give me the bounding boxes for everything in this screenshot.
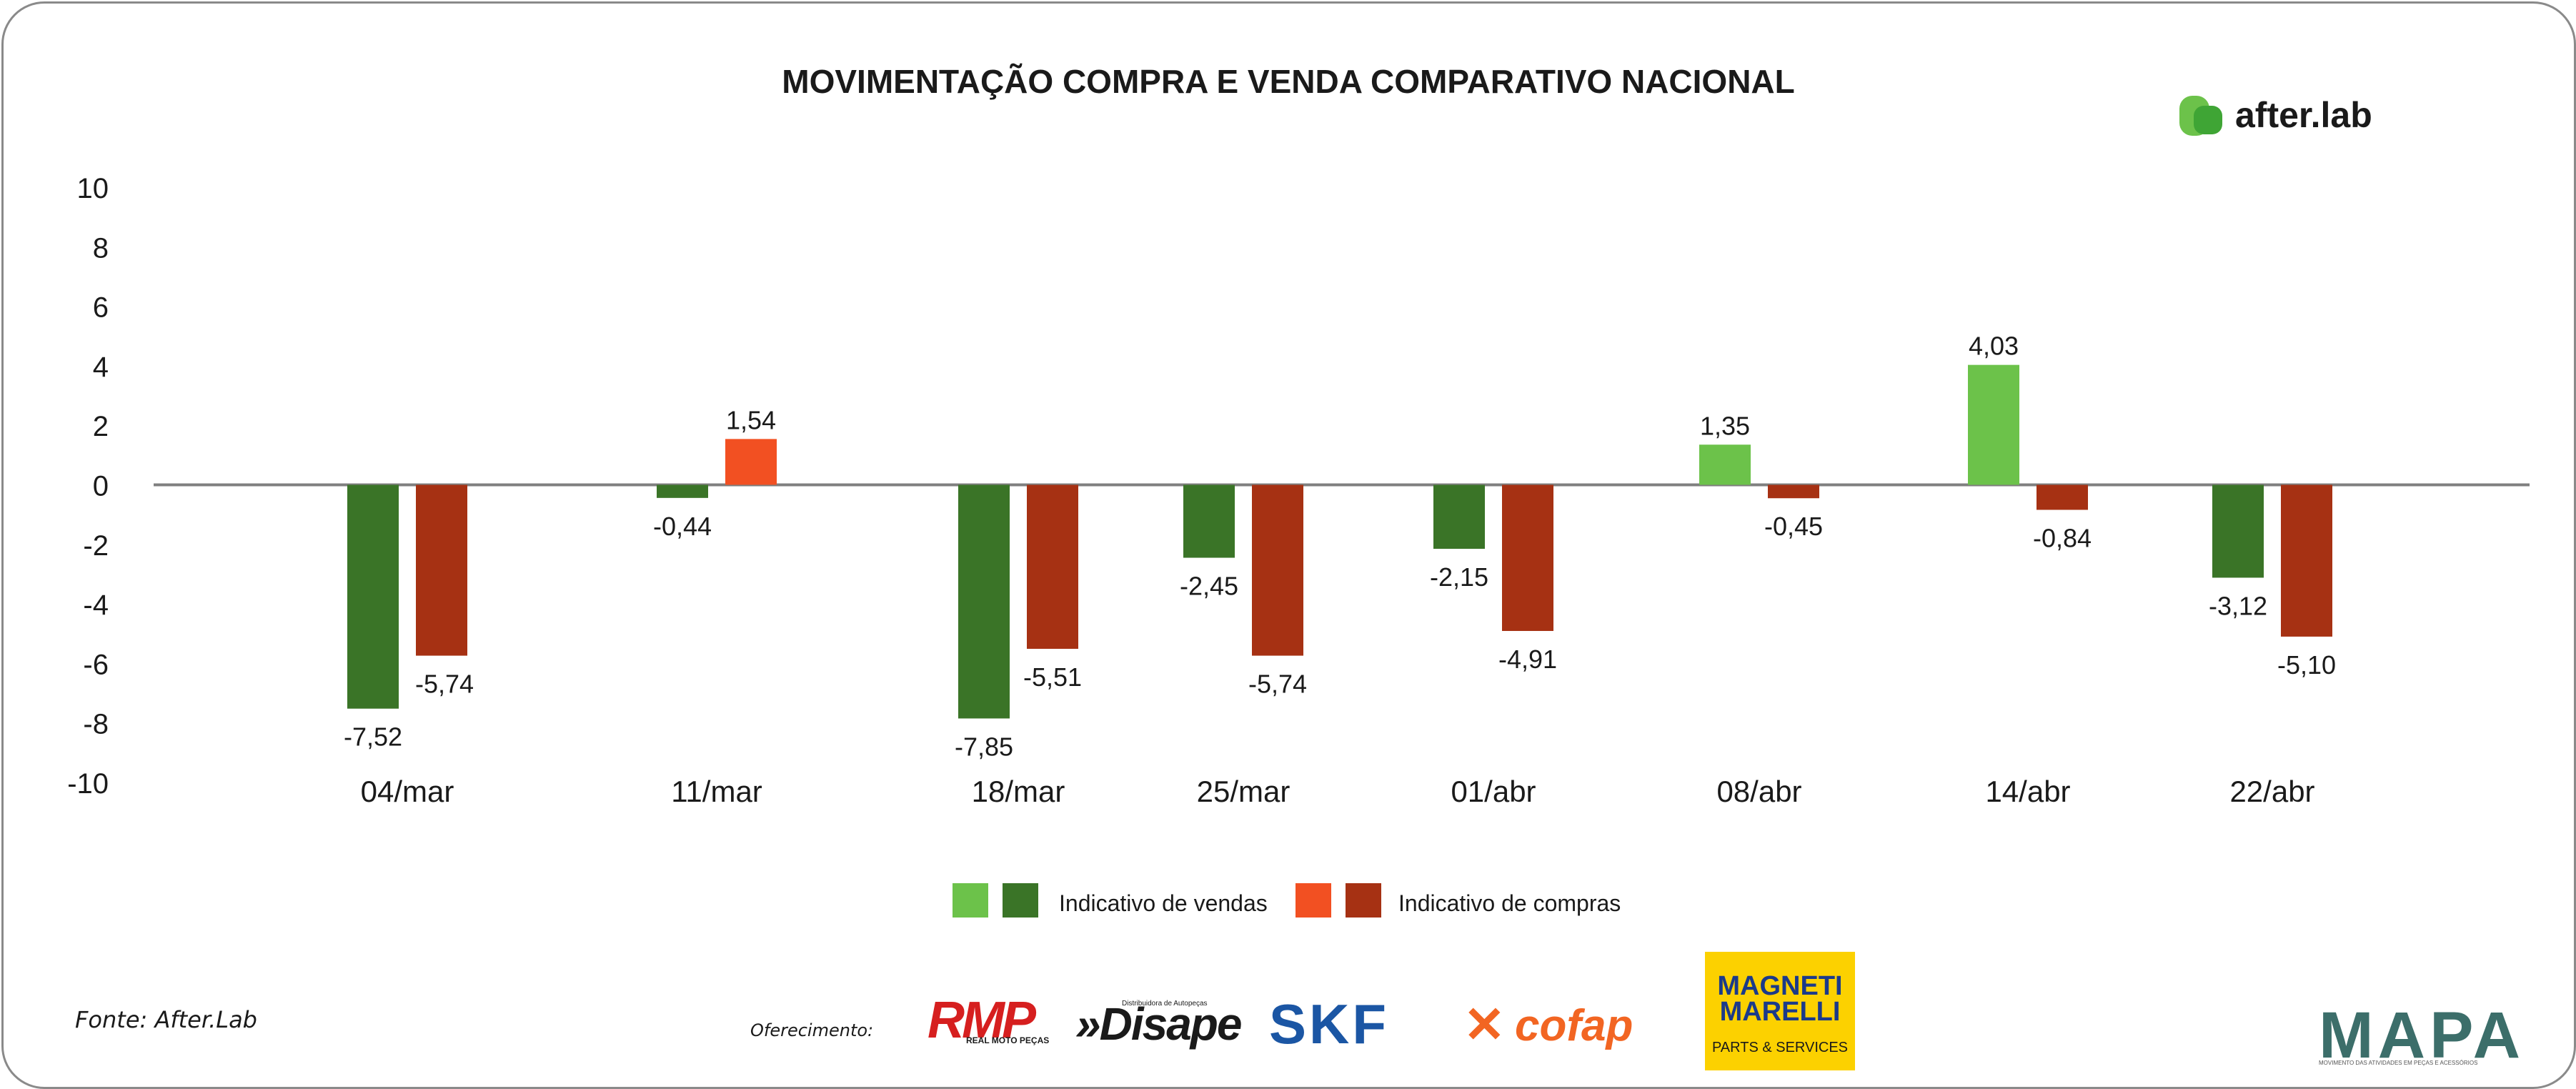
bar-value-label: -5,10 — [2277, 650, 2336, 680]
x-tick-label: 25/mar — [1197, 775, 1291, 808]
bar-labels: -7,52 -5,74 -0,44 1,54 -7,85 -5,51 -2,45 -5,74 -… — [344, 332, 2336, 762]
x-tick-label: 04/mar — [361, 775, 454, 808]
disape-logo: Distribuidora de Autopeças »Disape — [1075, 998, 1243, 1050]
skf-logo: SKF — [1269, 993, 1389, 1055]
bar-vendas-22-abr — [2212, 484, 2264, 578]
y-tick-label: 0 — [93, 471, 109, 502]
bar-value-label: 4,03 — [1969, 332, 2019, 361]
x-tick-label: 14/abr — [1985, 775, 2070, 808]
bar-value-label: -2,15 — [1430, 562, 1488, 592]
y-tick-label: 10 — [77, 173, 109, 204]
svg-text:cofap: cofap — [1515, 1001, 1633, 1050]
bar-vendas-18-mar — [958, 484, 1010, 719]
y-tick-label: 2 — [93, 411, 109, 442]
y-tick-label: -2 — [83, 530, 109, 562]
bar-vendas-08-abr — [1699, 444, 1751, 485]
bar-value-label: -2,45 — [1180, 572, 1238, 601]
y-tick-label: 6 — [93, 292, 109, 324]
bar-value-label: -7,85 — [955, 732, 1013, 761]
bar-vendas-01-abr — [1433, 484, 1485, 550]
svg-text:SKF: SKF — [1269, 993, 1389, 1055]
bar-compras-08-abr — [1768, 484, 1819, 499]
bar-value-label: -7,52 — [344, 722, 402, 752]
bar-value-label: -4,91 — [1498, 645, 1557, 674]
mapa-logo: MAPA MOVIMENTO DAS ATIVIDADES EM PEÇAS E… — [2319, 999, 2525, 1072]
bar-compras-25-mar — [1252, 484, 1303, 656]
svg-text:MARELLI: MARELLI — [1720, 997, 1841, 1027]
x-tick-label: 22/abr — [2229, 775, 2314, 808]
bars — [347, 364, 2332, 719]
y-tick-label: 8 — [93, 232, 109, 264]
x-tick-label: 18/mar — [972, 775, 1065, 808]
bar-compras-01-abr — [1502, 484, 1553, 632]
svg-text:REAL MOTO PEÇAS: REAL MOTO PEÇAS — [966, 1035, 1049, 1045]
x-tick-label: 11/mar — [671, 775, 762, 808]
y-axis: 10 8 6 4 2 0 -2 -4 -6 -8 -10 — [67, 173, 109, 800]
svg-text:Distribuidora de Autopeças: Distribuidora de Autopeças — [1122, 1000, 1208, 1008]
bar-compras-04-mar — [416, 484, 467, 656]
source-note: Fonte: After.Lab — [75, 1006, 257, 1033]
rmp-logo: RMP REAL MOTO PEÇAS — [928, 992, 1049, 1049]
bar-vendas-14-abr — [1968, 364, 2019, 485]
y-tick-label: -10 — [67, 768, 109, 800]
cofap-logo: ✕ cofap — [1463, 997, 1633, 1053]
bar-value-label: -5,74 — [415, 670, 474, 699]
bar-value-label: -5,51 — [1023, 662, 1082, 692]
afterlab-logo-text: after.lab — [2235, 95, 2372, 135]
bar-value-label: -0,45 — [1764, 512, 1823, 541]
svg-text:PARTS & SERVICES: PARTS & SERVICES — [1712, 1040, 1848, 1055]
svg-text:MOVIMENTO DAS ATIVIDADES EM PE: MOVIMENTO DAS ATIVIDADES EM PEÇAS E ACES… — [2319, 1060, 2477, 1066]
legend-swatch — [953, 883, 988, 918]
bar-vendas-11-mar — [657, 484, 708, 498]
x-axis: 04/mar 11/mar 18/mar 25/mar 01/abr 08/abr 14/a… — [361, 775, 2315, 808]
bar-value-label: -3,12 — [2209, 591, 2267, 620]
legend: Indicativo de vendas Indicativo de compra… — [953, 883, 1621, 918]
y-tick-label: -8 — [83, 709, 109, 740]
legend-swatch — [1346, 883, 1381, 918]
bar-value-label: -0,44 — [653, 512, 712, 541]
x-tick-label: 01/abr — [1451, 775, 1536, 808]
legend-swatch — [1296, 883, 1331, 918]
afterlab-logo: after.lab — [2179, 95, 2372, 136]
svg-text:RMP: RMP — [928, 992, 1037, 1049]
bar-vendas-04-mar — [347, 484, 399, 709]
svg-text:MAPA: MAPA — [2319, 999, 2525, 1072]
y-tick-label: -4 — [83, 590, 109, 621]
offered-by-label: Oferecimento: — [750, 1020, 874, 1040]
legend-label: Indicativo de vendas — [1059, 890, 1268, 916]
chart-title: MOVIMENTAÇÃO COMPRA E VENDA COMPARATIVO … — [782, 63, 1794, 100]
bar-compras-14-abr — [2037, 484, 2088, 510]
bar-compras-22-abr — [2281, 484, 2332, 637]
x-tick-label: 08/abr — [1716, 775, 1801, 808]
svg-text:»Disape: »Disape — [1075, 998, 1241, 1050]
legend-label: Indicativo de compras — [1398, 890, 1621, 916]
bar-compras-18-mar — [1027, 484, 1078, 649]
svg-text:✕: ✕ — [1463, 997, 1506, 1053]
bar-value-label: -5,74 — [1248, 670, 1307, 699]
bar-value-label: 1,35 — [1700, 411, 1750, 440]
legend-swatch — [1003, 883, 1038, 918]
bar-vendas-25-mar — [1183, 484, 1235, 558]
y-tick-label: -6 — [83, 649, 109, 680]
magneti-marelli-logo: MAGNETI MARELLI PARTS & SERVICES — [1705, 952, 1855, 1070]
bar-value-label: -0,84 — [2033, 523, 2092, 552]
y-tick-label: 4 — [93, 352, 109, 383]
svg-text:MAGNETI: MAGNETI — [1717, 971, 1842, 1001]
bar-compras-11-mar — [725, 439, 777, 485]
bar-value-label: 1,54 — [726, 405, 776, 434]
